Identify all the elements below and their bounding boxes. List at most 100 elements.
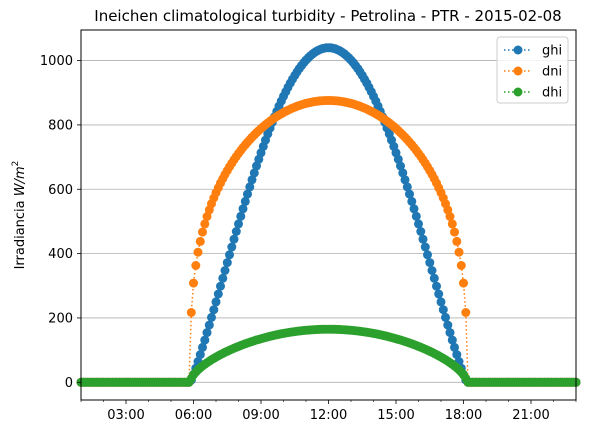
y-tick-label: 0 xyxy=(65,376,73,391)
plot-series xyxy=(76,43,581,387)
series-dhi xyxy=(76,324,581,387)
data-point-ghi xyxy=(218,273,228,283)
y-axis-ticks: 0 200 400 600 800 1000 xyxy=(40,54,81,391)
legend-marker xyxy=(513,87,523,97)
data-point-ghi xyxy=(398,168,408,178)
data-point-ghi xyxy=(405,189,414,199)
data-point-dni xyxy=(195,236,205,246)
y-tick-label: 200 xyxy=(48,311,73,326)
data-point-ghi xyxy=(200,335,210,345)
data-point-ghi xyxy=(409,204,419,214)
data-point-ghi xyxy=(243,189,252,199)
y-axis-label-text: Irradiancia xyxy=(13,196,28,269)
data-point-ghi xyxy=(432,281,441,291)
data-point-ghi xyxy=(202,328,212,338)
data-point-dni xyxy=(461,308,471,317)
data-point-ghi xyxy=(452,350,462,360)
data-point-dni xyxy=(456,261,466,270)
data-point-ghi xyxy=(414,219,423,229)
x-tick-label: 21:00 xyxy=(512,408,549,423)
y-axis-label-unit: W/m xyxy=(13,166,28,196)
data-point-dni xyxy=(450,227,459,237)
legend: ghi dni dhi xyxy=(496,36,569,104)
x-tick-label: 12:00 xyxy=(310,408,347,423)
y-tick-label: 600 xyxy=(48,183,73,198)
data-point-ghi xyxy=(234,219,243,229)
data-point-ghi xyxy=(402,182,412,192)
data-point-ghi xyxy=(238,204,248,214)
x-tick-label: 09:00 xyxy=(242,408,279,423)
legend-item-ghi: ghi xyxy=(504,44,562,59)
data-point-ghi xyxy=(407,196,417,206)
x-tick-label: 03:00 xyxy=(107,408,144,423)
data-point-ghi xyxy=(213,289,223,299)
data-point-ghi xyxy=(429,273,439,283)
data-point-ghi xyxy=(229,234,239,244)
data-point-ghi xyxy=(438,305,448,315)
data-point-ghi xyxy=(211,297,221,307)
data-point-dni xyxy=(459,278,468,288)
legend-marker xyxy=(513,45,523,55)
data-point-ghi xyxy=(445,328,455,338)
data-point-ghi xyxy=(198,342,207,352)
data-point-ghi xyxy=(434,289,444,299)
legend-label: dni xyxy=(542,65,562,80)
y-tick-label: 1000 xyxy=(40,54,73,69)
data-point-ghi xyxy=(447,335,457,345)
legend-marker xyxy=(513,66,523,76)
data-point-dni xyxy=(452,236,462,246)
x-axis-ticks: 03:00 06:00 09:00 12:00 15:00 18:00 21:00 xyxy=(80,400,577,423)
data-point-ghi xyxy=(411,211,421,221)
data-point-dni xyxy=(200,219,210,229)
data-point-ghi xyxy=(209,305,219,315)
data-point-ghi xyxy=(425,258,435,268)
data-point-ghi xyxy=(227,242,237,252)
data-point-dni xyxy=(447,219,457,229)
data-point-ghi xyxy=(231,227,241,236)
legend-item-dhi: dhi xyxy=(504,86,562,101)
data-point-ghi xyxy=(204,320,214,330)
data-point-ghi xyxy=(249,168,259,178)
data-point-ghi xyxy=(436,297,446,307)
data-point-ghi xyxy=(416,227,426,236)
data-point-dni xyxy=(193,247,203,257)
y-tick-label: 800 xyxy=(48,118,73,133)
data-point-dni xyxy=(198,227,207,237)
data-point-dni xyxy=(445,212,455,221)
data-point-ghi xyxy=(423,250,432,260)
data-point-dni xyxy=(191,261,201,270)
data-point-ghi xyxy=(216,281,225,291)
data-point-ghi xyxy=(207,312,216,322)
data-point-ghi xyxy=(236,211,246,221)
gridlines xyxy=(81,60,576,383)
legend-label: ghi xyxy=(542,44,562,59)
legend-item-dni: dni xyxy=(504,65,562,80)
data-point-ghi xyxy=(222,258,232,268)
data-point-ghi xyxy=(247,175,257,185)
y-axis-label-exponent: 2 xyxy=(11,161,21,167)
x-tick-label: 06:00 xyxy=(175,408,212,423)
data-point-ghi xyxy=(427,266,437,275)
data-point-ghi xyxy=(195,350,205,360)
data-point-ghi xyxy=(245,182,255,192)
data-point-ghi xyxy=(420,242,430,252)
data-point-ghi xyxy=(220,266,230,275)
series-dni xyxy=(76,96,581,387)
legend-entries: ghi dni dhi xyxy=(504,44,562,101)
legend-label: dhi xyxy=(542,86,562,101)
data-point-ghi xyxy=(400,175,410,185)
x-tick-label: 18:00 xyxy=(445,408,482,423)
y-axis-label: Irradiancia W/m2 xyxy=(11,161,28,270)
data-point-ghi xyxy=(450,342,459,352)
data-point-ghi xyxy=(225,250,234,260)
series-line-dni xyxy=(81,99,576,384)
data-point-ghi xyxy=(441,312,450,322)
data-point-ghi xyxy=(240,196,250,206)
legend-box xyxy=(496,36,569,104)
data-point-dni xyxy=(186,308,196,317)
data-point-ghi xyxy=(443,320,453,330)
series-line-dhi xyxy=(81,328,576,384)
chart-title: Ineichen climatological turbidity - Petr… xyxy=(94,7,561,25)
data-point-ghi xyxy=(418,234,428,244)
